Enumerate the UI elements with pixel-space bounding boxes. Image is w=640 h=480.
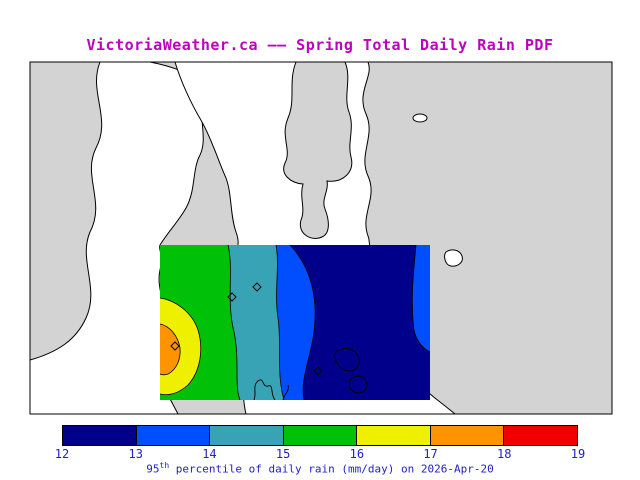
colorbar-tick: 16 [349, 447, 365, 461]
caption-text: percentile of daily rain (mm/day) on 202… [169, 462, 494, 476]
rain-band-14-15 [228, 245, 284, 400]
contour-line-14 [275, 244, 285, 401]
saanich-inlet [283, 61, 353, 239]
station-marker [227, 292, 237, 302]
island-northeast [412, 113, 428, 123]
harbour-coastline [253, 379, 276, 401]
colorbar-tick: 15 [275, 447, 291, 461]
contour-line-16 [159, 297, 202, 396]
page-title: VictoriaWeather.ca —— Spring Total Daily… [86, 36, 554, 54]
harbour-coastline-2 [282, 384, 289, 401]
colorbar-tick: 14 [202, 447, 217, 461]
contour-line-13-east [411, 244, 431, 353]
colorbar [62, 425, 578, 446]
colorbar-segment [357, 426, 431, 445]
colorbar-segment [283, 426, 358, 445]
colorbar-ticks: 12 13 14 15 16 17 18 19 [55, 447, 585, 461]
caption-superscript: th [159, 461, 170, 470]
colorbar-segment [210, 426, 284, 445]
contour-line-15 [227, 244, 241, 401]
island-outline-1 [334, 348, 360, 372]
colorbar-tick: 13 [128, 447, 143, 461]
colorbar-tick: 17 [423, 447, 438, 461]
colorbar-tick: 19 [570, 447, 586, 461]
colorbar-segment [430, 426, 505, 445]
contour-line-13 [289, 244, 316, 401]
caption-prefix: 95 [146, 462, 160, 476]
colorbar-segment [63, 426, 137, 445]
colorbar-tick: 18 [497, 447, 512, 461]
station-marker [252, 282, 262, 292]
colorbar-segment [504, 426, 578, 445]
rain-field [159, 244, 431, 401]
rain-band-17-18 [160, 324, 181, 375]
colorbar-segment [136, 426, 211, 445]
contour-line-17 [159, 323, 181, 376]
station-marker [170, 341, 180, 351]
station-marker [313, 366, 323, 376]
island-outline-2 [349, 375, 368, 394]
colorbar-caption: 95th percentile of daily rain (mm/day) o… [0, 461, 640, 476]
rain-band-12-13 [290, 245, 430, 400]
island-east [444, 249, 463, 267]
colorbar-tick: 12 [54, 447, 70, 461]
